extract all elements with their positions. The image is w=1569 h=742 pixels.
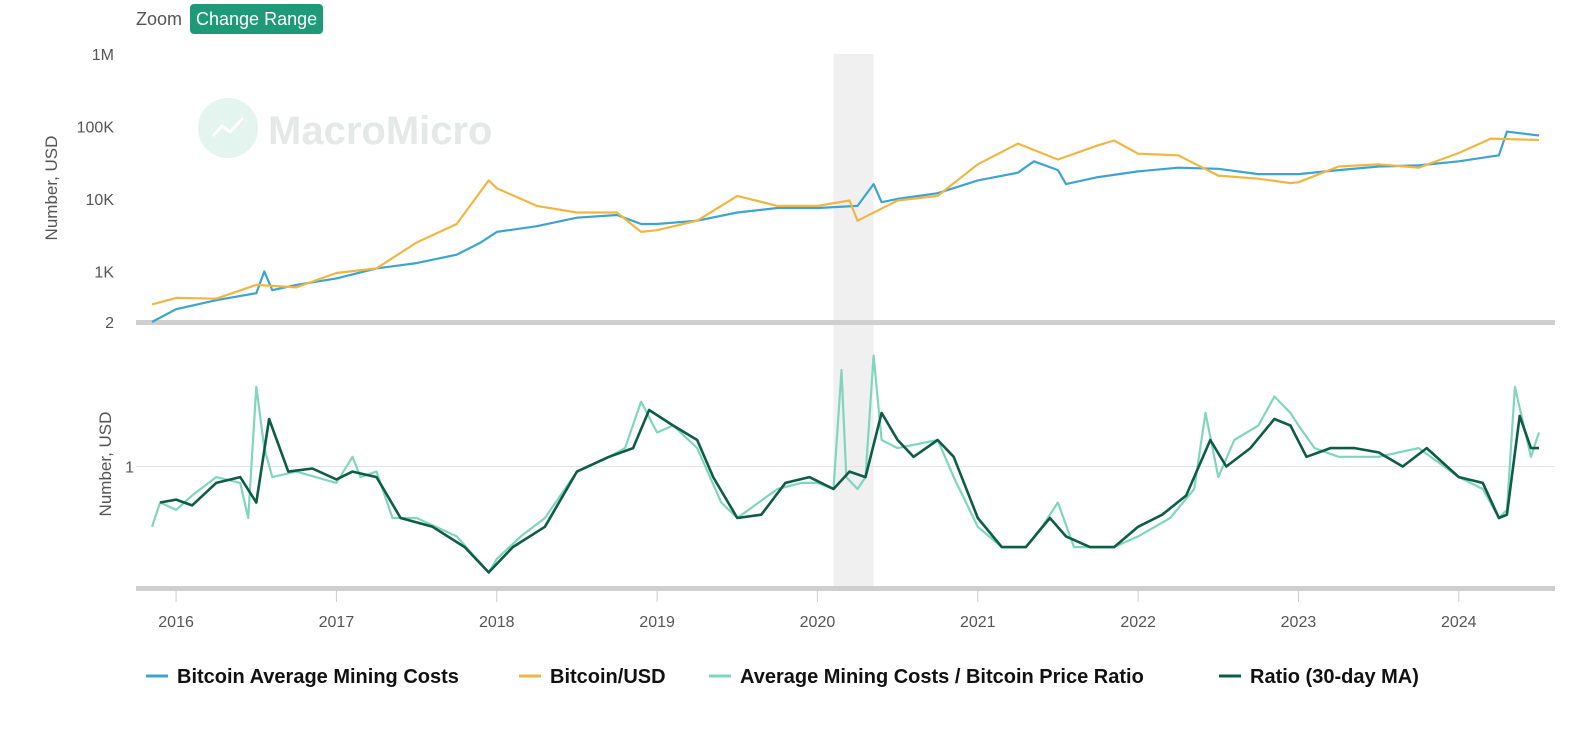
- series-layer: [150, 130, 1541, 574]
- watermark-text: MacroMicro: [268, 109, 493, 153]
- x-tick-label: 2017: [319, 614, 355, 631]
- y-tick-label-top: 10K: [86, 192, 115, 209]
- legend-item-label: Bitcoin Average Mining Costs: [177, 666, 459, 688]
- legend-item-label: Bitcoin/USD: [550, 666, 666, 688]
- series-btc-usd-line: [151, 137, 1540, 306]
- legend-item-label: Ratio (30-day MA): [1250, 666, 1419, 688]
- zoom-toolbar: Zoom Change Range: [136, 4, 324, 34]
- legend: Bitcoin Average Mining Costs Bitcoin/USD A…: [146, 666, 1419, 688]
- x-tick-label: 2021: [960, 614, 996, 631]
- y-tick-label-top: 1M: [92, 47, 114, 64]
- legend-item-label: Average Mining Costs / Bitcoin Price Rat…: [740, 666, 1144, 688]
- series-mining-cost-line: [151, 130, 1540, 323]
- change-range-button[interactable]: Change Range: [190, 4, 324, 34]
- x-tick-label: 2018: [479, 614, 515, 631]
- x-tick-label: 2023: [1281, 614, 1317, 631]
- x-tick-label: 2020: [800, 614, 836, 631]
- series-ratio-ma-line: [159, 408, 1539, 574]
- y-tick-label-top: 100K: [77, 119, 115, 136]
- y-tick-label-top: 2: [105, 315, 114, 332]
- y-axis-title-bottom: Number, USD: [96, 412, 115, 517]
- x-tick-label: 2022: [1120, 614, 1156, 631]
- series-ratio-line: [150, 354, 1541, 574]
- x-axis-line: [136, 586, 1555, 591]
- y-tick-label-top: 1K: [94, 264, 114, 281]
- x-tick-label: 2019: [639, 614, 675, 631]
- zoom-label: Zoom: [136, 8, 183, 29]
- x-tick-label: 2024: [1441, 614, 1477, 631]
- x-tick-label: 2016: [158, 614, 194, 631]
- y-axis-title-top: Number, USD: [42, 136, 61, 241]
- watermark-logo-line: [211, 116, 245, 138]
- watermark-logo-icon: [198, 98, 258, 158]
- pane-separator: [136, 320, 1555, 325]
- axis-layer: 1M 100K 10K 1K 2 Number, USD 1 Number, USD 2016 2…: [42, 47, 1555, 631]
- watermark: MacroMicro: [198, 98, 493, 158]
- y-tick-label-bottom: 1: [125, 459, 134, 476]
